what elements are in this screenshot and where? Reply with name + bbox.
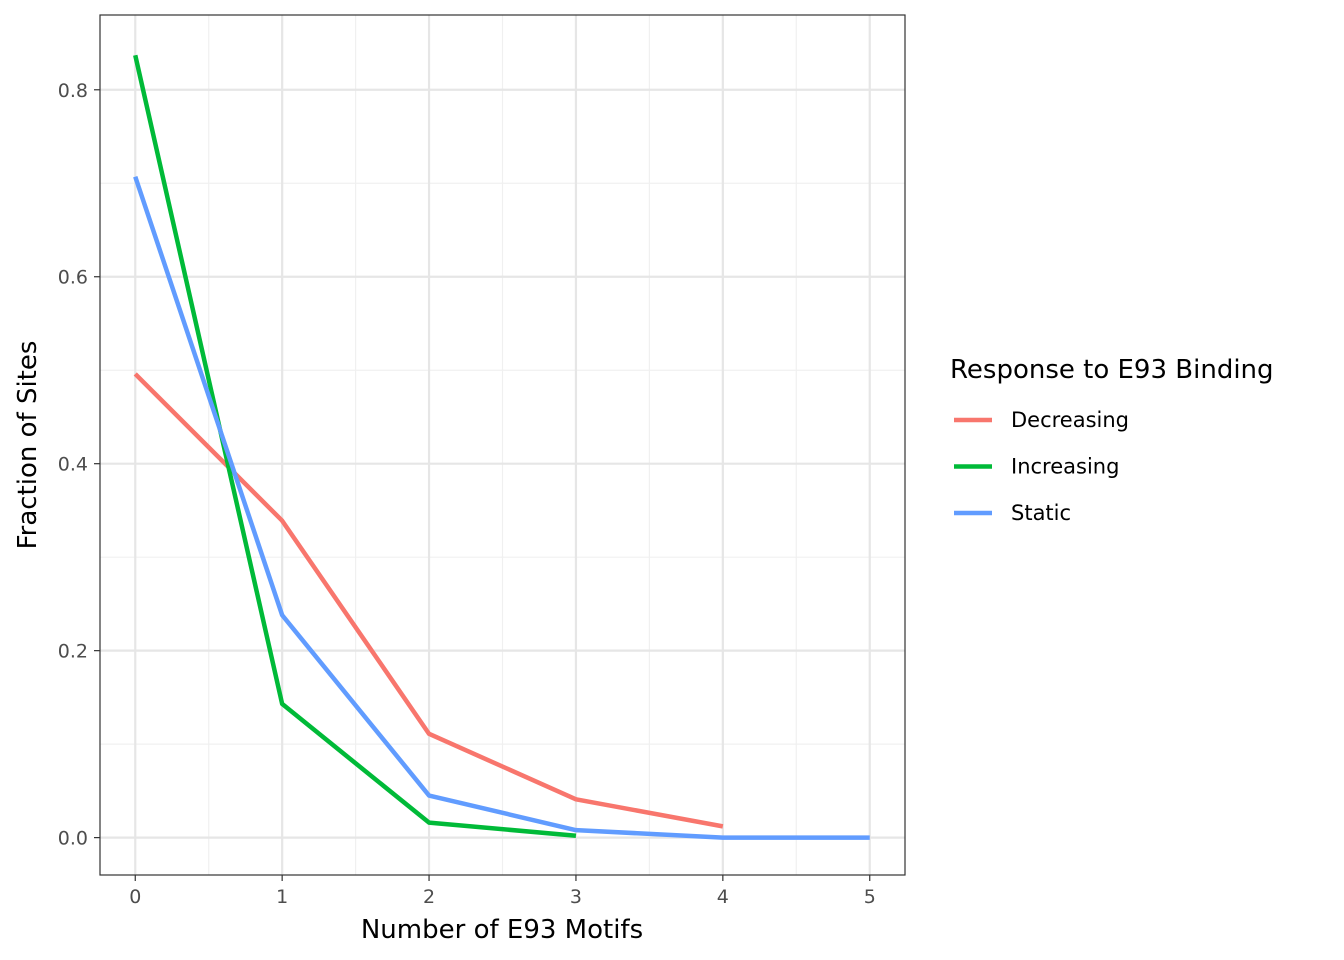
x-tick-label: 3 xyxy=(570,886,582,908)
x-tick-label: 2 xyxy=(423,886,435,908)
y-tick-label: 0.8 xyxy=(58,80,88,102)
series-line-static xyxy=(133,176,870,840)
legend-title: Response to E93 Binding xyxy=(950,355,1274,385)
legend-label-static: Static xyxy=(1011,501,1071,525)
y-tick-label: 0.6 xyxy=(58,267,88,289)
y-tick-label: 0.2 xyxy=(58,641,88,663)
x-tick-label: 4 xyxy=(717,886,729,908)
grid-minor xyxy=(100,15,905,875)
x-axis-title: Number of E93 Motifs xyxy=(361,915,643,945)
y-tick-label: 0.0 xyxy=(58,828,88,850)
panel-border xyxy=(99,14,906,876)
series-lines xyxy=(133,54,870,840)
grid-major xyxy=(100,15,905,875)
x-tick-label: 5 xyxy=(864,886,876,908)
legend: Response to E93 Binding Decreasing Increa… xyxy=(950,355,1274,525)
legend-items: Decreasing Increasing Static xyxy=(954,408,1129,525)
legend-label-increasing: Increasing xyxy=(1011,455,1119,479)
x-tick-label: 1 xyxy=(276,886,288,908)
series-line-increasing xyxy=(133,54,577,838)
x-tick-label: 0 xyxy=(129,886,141,908)
legend-label-decreasing: Decreasing xyxy=(1011,408,1129,432)
y-axis-title: Fraction of Sites xyxy=(13,341,43,550)
y-axis: 0.0 0.2 0.4 0.6 0.8 xyxy=(58,80,100,850)
x-axis: 0 1 2 3 4 5 xyxy=(129,875,876,908)
y-tick-label: 0.4 xyxy=(58,454,88,476)
